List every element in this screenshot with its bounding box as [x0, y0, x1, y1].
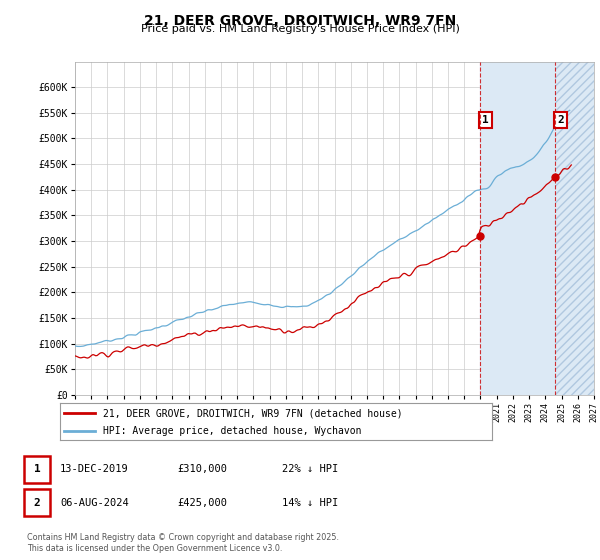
Bar [555, 62, 594, 395]
Text: 1: 1 [34, 464, 40, 474]
Text: Price paid vs. HM Land Registry's House Price Index (HPI): Price paid vs. HM Land Registry's House … [140, 24, 460, 34]
Text: 2: 2 [557, 115, 564, 125]
Text: HPI: Average price, detached house, Wychavon: HPI: Average price, detached house, Wych… [103, 426, 362, 436]
Bar [479, 62, 555, 395]
Text: 06-AUG-2024: 06-AUG-2024 [60, 498, 129, 508]
Text: 22% ↓ HPI: 22% ↓ HPI [282, 464, 338, 474]
Text: £310,000: £310,000 [177, 464, 227, 474]
Text: 1: 1 [482, 115, 489, 125]
Text: 21, DEER GROVE, DROITWICH, WR9 7FN (detached house): 21, DEER GROVE, DROITWICH, WR9 7FN (deta… [103, 408, 403, 418]
Text: 21, DEER GROVE, DROITWICH, WR9 7FN: 21, DEER GROVE, DROITWICH, WR9 7FN [144, 14, 456, 28]
Text: 2: 2 [34, 498, 40, 508]
Text: Contains HM Land Registry data © Crown copyright and database right 2025.
This d: Contains HM Land Registry data © Crown c… [27, 533, 339, 553]
Text: £425,000: £425,000 [177, 498, 227, 508]
Text: 13-DEC-2019: 13-DEC-2019 [60, 464, 129, 474]
Bar [555, 62, 594, 395]
Text: 14% ↓ HPI: 14% ↓ HPI [282, 498, 338, 508]
